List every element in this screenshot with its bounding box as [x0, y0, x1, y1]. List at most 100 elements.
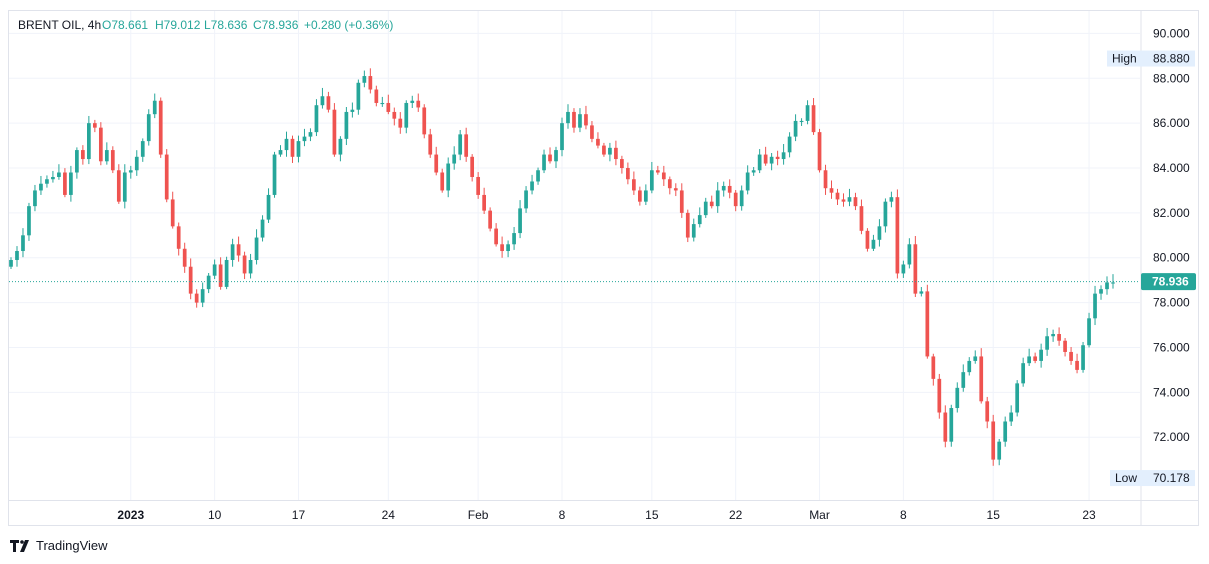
candle-up[interactable]	[308, 128, 313, 142]
candle-down[interactable]	[823, 164, 828, 195]
candle-up[interactable]	[248, 253, 253, 279]
candle-down[interactable]	[110, 146, 115, 174]
candle-down[interactable]	[661, 165, 666, 186]
candle-down[interactable]	[841, 193, 846, 207]
candle-down[interactable]	[482, 187, 486, 215]
candle-down[interactable]	[164, 149, 169, 203]
candle-up[interactable]	[578, 108, 582, 133]
candle-down[interactable]	[931, 353, 936, 386]
candle-down[interactable]	[170, 191, 175, 229]
candle-down[interactable]	[775, 150, 780, 166]
candle-up[interactable]	[212, 259, 217, 280]
candle-down[interactable]	[763, 146, 768, 166]
candle-down[interactable]	[434, 146, 439, 176]
candle-down[interactable]	[853, 192, 858, 211]
candle-up[interactable]	[967, 357, 972, 376]
candle-down[interactable]	[638, 186, 642, 206]
candle-up[interactable]	[697, 207, 702, 228]
candle-up[interactable]	[320, 87, 325, 109]
candle-down[interactable]	[158, 97, 163, 158]
candle-down[interactable]	[398, 112, 403, 134]
candle-down[interactable]	[1069, 347, 1073, 365]
candle-up[interactable]	[715, 182, 720, 213]
candle-down[interactable]	[290, 135, 295, 163]
candle-up[interactable]	[134, 150, 139, 176]
candle-up[interactable]	[566, 104, 570, 129]
candle-up[interactable]	[272, 151, 277, 198]
candle-down[interactable]	[817, 128, 822, 173]
candle-up[interactable]	[122, 164, 127, 209]
candle-down[interactable]	[895, 189, 900, 279]
candle-up[interactable]	[128, 165, 133, 179]
candle-down[interactable]	[937, 373, 942, 419]
candle-up[interactable]	[691, 218, 696, 242]
candle-down[interactable]	[733, 190, 738, 212]
candle-up[interactable]	[536, 167, 540, 185]
candle-down[interactable]	[368, 68, 373, 94]
candle-up[interactable]	[33, 184, 37, 212]
candle-down[interactable]	[829, 180, 834, 199]
candle-up[interactable]	[140, 138, 145, 162]
candle-down[interactable]	[811, 98, 816, 135]
candle-down[interactable]	[440, 168, 445, 193]
candle-up[interactable]	[51, 170, 55, 183]
candle-down[interactable]	[488, 207, 492, 232]
candle-up[interactable]	[104, 142, 109, 165]
candle-down[interactable]	[620, 155, 624, 174]
candle-up[interactable]	[206, 272, 211, 294]
candle-up[interactable]	[955, 382, 960, 413]
candle-up[interactable]	[21, 228, 25, 258]
candle-down[interactable]	[182, 242, 187, 273]
candle-up[interactable]	[530, 174, 534, 195]
candle-up[interactable]	[69, 165, 73, 202]
candle-up[interactable]	[506, 240, 510, 258]
candle-up[interactable]	[1051, 329, 1055, 342]
candle-down[interactable]	[392, 107, 397, 126]
candle-down[interactable]	[218, 257, 223, 290]
candle-up[interactable]	[799, 118, 804, 126]
candle-up[interactable]	[901, 260, 906, 278]
candle-down[interactable]	[548, 147, 552, 164]
chart-frame[interactable]	[8, 10, 1199, 526]
candle-down[interactable]	[63, 168, 67, 198]
candle-up[interactable]	[302, 128, 307, 147]
candle-up[interactable]	[739, 185, 744, 211]
candle-down[interactable]	[476, 172, 481, 199]
candle-up[interactable]	[1045, 327, 1049, 356]
candle-up[interactable]	[254, 229, 259, 265]
candle-up[interactable]	[1099, 285, 1103, 300]
candle-up[interactable]	[338, 136, 343, 162]
candle-up[interactable]	[518, 200, 522, 239]
candle-down[interactable]	[859, 199, 864, 235]
candle-up[interactable]	[230, 238, 235, 267]
candle-up[interactable]	[608, 142, 612, 162]
candle-up[interactable]	[847, 188, 852, 207]
candle-down[interactable]	[727, 179, 732, 199]
candle-down[interactable]	[925, 284, 930, 359]
candle-up[interactable]	[9, 257, 13, 269]
candle-up[interactable]	[997, 438, 1002, 466]
candle-up[interactable]	[787, 132, 792, 158]
candle-down[interactable]	[1033, 352, 1037, 364]
candle-down[interactable]	[985, 396, 990, 429]
candle-up[interactable]	[314, 99, 319, 137]
candle-up[interactable]	[57, 164, 61, 180]
candle-up[interactable]	[15, 246, 19, 267]
candle-up[interactable]	[1087, 312, 1091, 348]
candle-up[interactable]	[75, 147, 79, 179]
candle-up[interactable]	[793, 114, 798, 142]
candle-down[interactable]	[632, 171, 636, 195]
candle-up[interactable]	[1021, 357, 1026, 387]
candle-up[interactable]	[512, 227, 516, 250]
candle-down[interactable]	[865, 228, 870, 252]
candle-up[interactable]	[278, 145, 283, 157]
candle-up[interactable]	[751, 167, 756, 176]
candle-up[interactable]	[446, 157, 451, 198]
candle-up[interactable]	[39, 175, 43, 195]
candle-down[interactable]	[194, 289, 199, 308]
candle-up[interactable]	[889, 191, 894, 208]
candle-up[interactable]	[973, 350, 978, 364]
candle-down[interactable]	[92, 119, 97, 133]
candle-up[interactable]	[883, 198, 888, 233]
candle-down[interactable]	[188, 258, 193, 300]
